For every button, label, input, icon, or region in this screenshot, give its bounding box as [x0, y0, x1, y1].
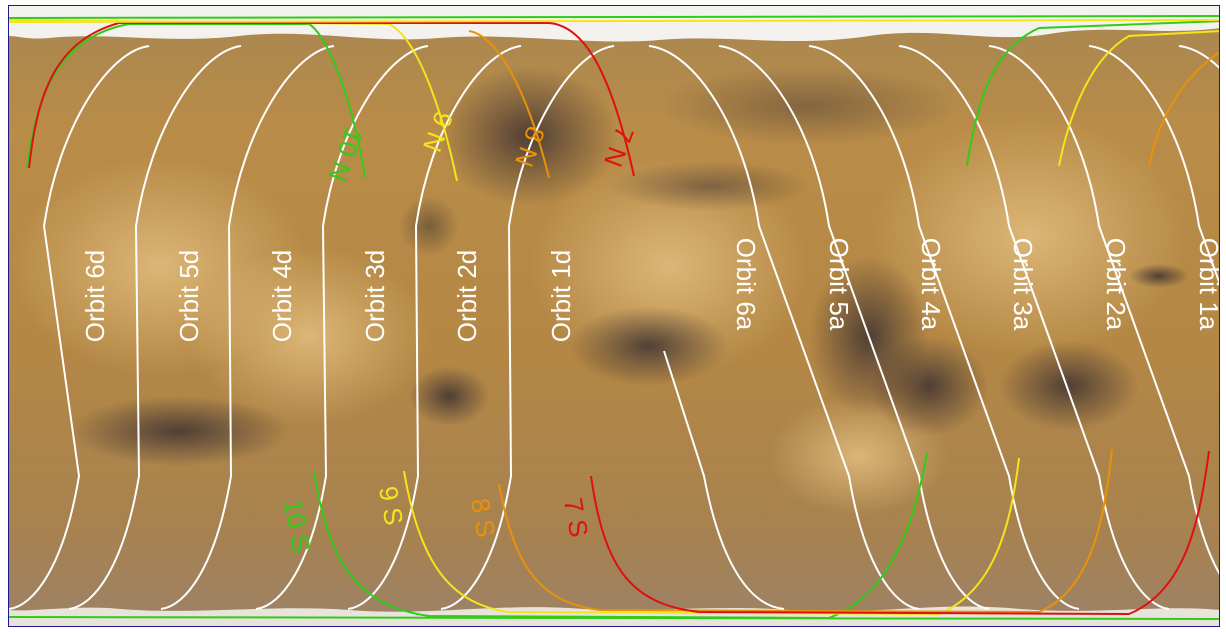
orbit-ascending-track	[663, 350, 785, 610]
orbit-tracks	[9, 15, 1219, 620]
orbit-descending-label: Orbit 1d	[546, 250, 576, 343]
terrain-bright-region	[189, 246, 429, 426]
orbit-ascending-label: Orbit 5a	[824, 238, 854, 331]
terrain-dark-region	[609, 161, 809, 211]
orbit-labels: Orbit 6d Orbit 5d Orbit 4d Orbit 3d Orbit 2d…	[80, 108, 1220, 555]
orbit-descending-track	[255, 45, 429, 610]
orbit-ascending-track	[718, 45, 990, 610]
mars-map: Orbit 6d Orbit 5d Orbit 4d Orbit 3d Orbit 2d…	[8, 5, 1220, 627]
orbit-descending-label: Orbit 6d	[80, 250, 110, 343]
orbit-descending-track	[347, 45, 522, 610]
orbit-ascending-track	[988, 45, 1219, 575]
orbit-ascending-label: Orbit 4a	[916, 238, 946, 331]
orbit-ascending-track	[808, 45, 1080, 610]
orbit-descending-track	[440, 45, 615, 610]
orbit-8-north-track	[468, 30, 550, 179]
orbit-ascending-label: Orbit 2a	[1101, 238, 1131, 331]
map-canvas: Orbit 6d Orbit 5d Orbit 4d Orbit 3d Orbit 2d…	[9, 6, 1220, 626]
orbit-descending-label: Orbit 5d	[174, 250, 204, 343]
terrain-dark-region	[409, 366, 489, 426]
terrain-dark-region	[659, 66, 959, 146]
orbit-ascending-track	[648, 45, 920, 610]
orbit-9-south-track	[403, 457, 1020, 616]
terrain-dark-region	[569, 306, 729, 386]
terrain-bright-region	[869, 116, 1189, 356]
orbit-9-north-track	[9, 19, 458, 182]
terrain-features	[9, 66, 1189, 516]
orbit-ascending-label: Orbit 3a	[1008, 238, 1038, 331]
orbit-descending-track	[9, 45, 150, 610]
orbit-ascending-track	[898, 45, 1170, 610]
terrain-dark-region	[999, 341, 1139, 431]
orbit-7-north-track	[28, 22, 635, 177]
north-polar-cap	[9, 6, 1219, 42]
orbit-ascending-track	[1088, 45, 1219, 285]
orbit-descending-track	[68, 45, 242, 610]
orbit-south-label: 7 S	[558, 496, 594, 540]
orbit-ascending-label: Orbit 6a	[731, 238, 761, 331]
orbit-7-south-track	[590, 450, 1210, 616]
orbit-south-label: 8 S	[465, 496, 501, 540]
orbit-ascending-track	[1178, 45, 1219, 69]
orbit-ascending-label: Orbit 1a	[1194, 238, 1220, 331]
orbit-south-label: 9 S	[373, 484, 409, 528]
terrain-dark-region	[69, 396, 289, 466]
terrain-dark-region	[439, 66, 619, 206]
orbit-descending-label: Orbit 2d	[452, 250, 482, 343]
orbit-bottom-edge-track	[9, 616, 1219, 620]
orbit-8-south-track	[498, 448, 1113, 614]
orbit-9-north-track-east	[1058, 30, 1219, 167]
orbit-top-edge-track	[9, 15, 1219, 19]
terrain-dark-region	[1129, 264, 1189, 288]
orbit-descending-track	[160, 45, 335, 610]
terrain-dark-region	[869, 336, 989, 436]
orbit-descending-label: Orbit 3d	[360, 250, 390, 343]
terrain-dark-region	[399, 196, 459, 256]
orbit-8-north-track-east	[1148, 51, 1219, 167]
orbit-top-edge-track	[9, 19, 1219, 23]
orbit-10-north-track-east	[966, 20, 1219, 167]
orbit-descending-label: Orbit 4d	[267, 250, 297, 343]
orbit-10-south-track	[313, 452, 928, 620]
